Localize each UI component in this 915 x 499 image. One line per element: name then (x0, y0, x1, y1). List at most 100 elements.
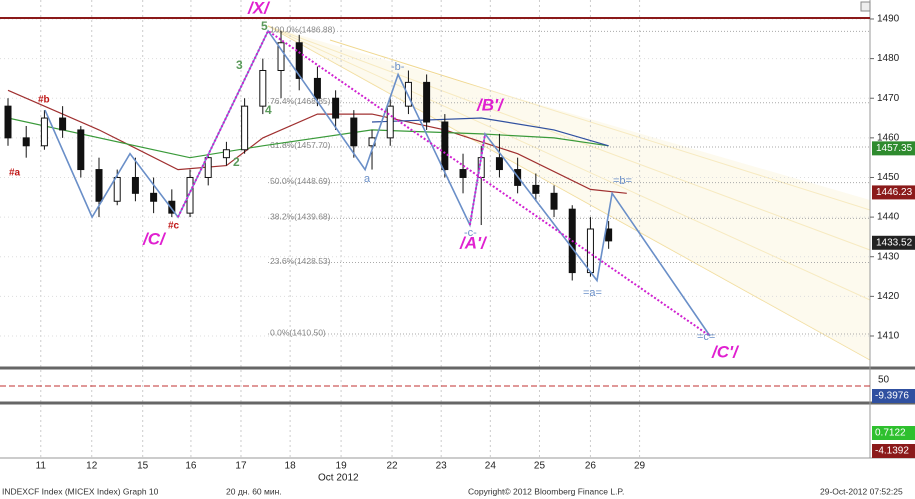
candle-body (586, 228, 594, 274)
wave-line (44, 29, 711, 337)
price-tag (872, 235, 915, 250)
wave-label: #a (9, 168, 21, 179)
candle-body (550, 192, 558, 210)
candle-body (222, 149, 230, 159)
x-tick-label: 11 (36, 461, 47, 472)
y-tick-label: 1460 (877, 132, 900, 143)
candle-body (295, 42, 303, 79)
candle-body (22, 137, 30, 147)
main-panel: 100.0%(1486.88) 76.4%(1468.85) 61.8%(1457.… (0, 0, 870, 458)
wave-label: #b (38, 95, 50, 106)
y-tick-label: 1420 (877, 291, 900, 302)
candle-body (313, 77, 321, 99)
candle-body (113, 176, 121, 202)
x-tick-label: 24 (485, 461, 497, 472)
x-tick-label: 19 (336, 461, 348, 472)
panel-tag-label: -9.3976 (875, 391, 909, 402)
annotations: /X/ /B'/ /A'/ /C/ /C'/ #a #b #c -b- -c- … (9, 0, 740, 361)
price-tag-label: 1457.35 (876, 143, 913, 154)
wave-label: /A'/ (459, 233, 488, 252)
wave-label: /B'/ (476, 95, 505, 114)
x-tick-label: 29 (634, 461, 646, 472)
x-tick-label: 12 (86, 461, 98, 472)
x-tick-label: 18 (285, 461, 297, 472)
candle-body (59, 117, 67, 131)
fib-label: 50.0%(1448.69) (270, 176, 331, 186)
candle-body (350, 117, 358, 147)
candle-body (77, 129, 85, 171)
candle-body (441, 121, 449, 171)
wave-label: -b- (391, 61, 405, 73)
wave-label: 2 (233, 155, 240, 169)
candle-body (241, 105, 249, 151)
candle-body (423, 81, 431, 123)
candle-body (495, 157, 503, 171)
panel-tick-label: 50 (878, 375, 890, 386)
wave-label: 4 (265, 103, 272, 117)
wave-line (177, 29, 711, 337)
candle-body (40, 117, 48, 147)
wave-line (468, 133, 487, 226)
candle-body (131, 176, 139, 194)
candle-body (386, 105, 394, 139)
price-tag (872, 185, 915, 200)
wave-label: #c (168, 221, 180, 232)
moving-average (7, 117, 609, 159)
wave-label: =b= (613, 175, 632, 187)
price-tag-label: 1433.52 (876, 237, 913, 248)
panel-tag (872, 444, 915, 458)
candle-body (259, 69, 267, 107)
candle-body (95, 169, 103, 202)
x-tick-label: 26 (585, 461, 597, 472)
x-tick-label: 17 (235, 461, 247, 472)
y-tick-label: 1480 (877, 53, 900, 64)
y-tick-label: 1410 (877, 331, 900, 342)
candle-body (605, 228, 613, 242)
candle-body (150, 192, 158, 202)
footer: INDEXCF Index (MICEX Index) Graph 10 (2, 486, 159, 496)
price-tag (872, 141, 915, 156)
y-tick-label: 1470 (877, 93, 900, 104)
candle-body (277, 42, 285, 71)
footer: 20 дн. 60 мин. (226, 486, 282, 496)
wave-label: =c= (697, 331, 715, 343)
panel-tag-label: 0.7122 (875, 428, 906, 439)
month-label: Oct 2012 (318, 473, 359, 484)
candle-body (168, 200, 176, 214)
candle-body (459, 169, 467, 178)
panel-tag-label: -4.1392 (875, 446, 909, 457)
footer: 29-Oct-2012 07:52:25 (820, 486, 903, 496)
x-tick-label: 15 (137, 461, 149, 472)
wave-label: -c- (464, 227, 477, 239)
candle-body (332, 97, 340, 119)
fib-label: 38.2%(1439.68) (270, 212, 331, 222)
zoom-button[interactable] (860, 1, 871, 12)
wave-label: /C/ (142, 229, 167, 248)
y-tick-label: 1450 (877, 172, 900, 183)
fib-label: 76.4%(1468.85) (270, 96, 331, 106)
wave-label: /X/ (247, 0, 271, 17)
y-tick-label: 1440 (877, 212, 900, 223)
x-tick-label: 16 (185, 461, 197, 472)
candle-body (404, 81, 412, 107)
y-tick-label: 1490 (877, 14, 900, 25)
price-tag-label: 1446.23 (876, 187, 913, 198)
fib-label: 23.6%(1428.53) (270, 256, 331, 266)
moving-average (7, 89, 627, 194)
wave-label: =a= (583, 287, 602, 299)
wave-label: /C'/ (711, 342, 740, 361)
wave-label: 3 (236, 58, 243, 72)
x-tick-label: 25 (534, 461, 546, 472)
y-tick-label: 1430 (877, 251, 900, 262)
wave-label: a (364, 173, 371, 185)
candle-body (204, 157, 212, 178)
panel-tag (872, 426, 915, 440)
footer: Copyright© 2012 Bloomberg Finance L.P. (468, 486, 624, 496)
x-tick-label: 23 (436, 461, 448, 472)
x-tick-label: 22 (386, 461, 398, 472)
panel-tag (872, 389, 915, 403)
candle-body (532, 184, 540, 194)
fib-label: 0.0%(1410.50) (270, 327, 326, 337)
fib-label: 61.8%(1457.70) (270, 140, 331, 150)
